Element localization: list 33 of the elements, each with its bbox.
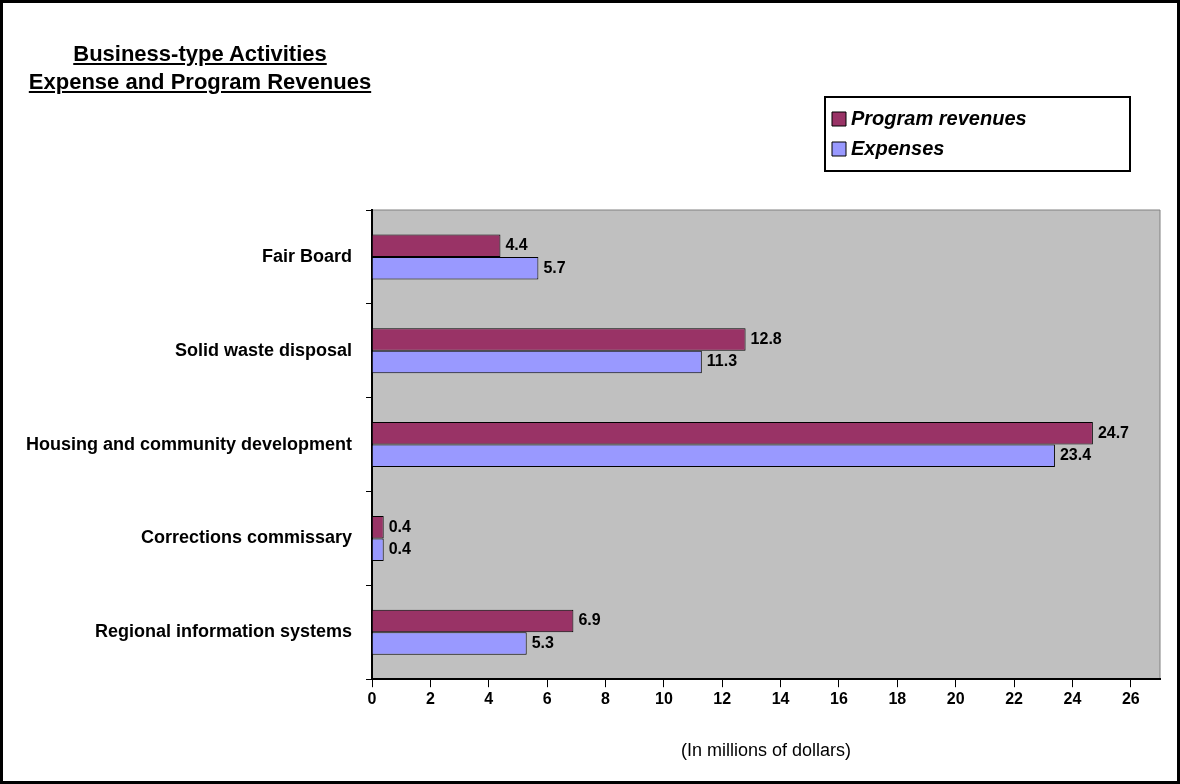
- y-tick-label: Regional information systems: [94, 621, 353, 642]
- data-label: 12.8: [750, 329, 782, 347]
- x-tick-label: 14: [771, 690, 790, 708]
- x-tick-label: 0: [367, 690, 377, 708]
- data-label: 24.7: [1097, 423, 1130, 441]
- x-tick-label: 6: [542, 690, 552, 708]
- y-tick-label: Housing and community development: [26, 433, 353, 454]
- data-label: 5.7: [543, 258, 566, 276]
- x-tick-label: 10: [654, 690, 673, 708]
- data-label: 23.4: [1059, 446, 1092, 464]
- data-label: 0.4: [388, 540, 412, 558]
- x-tick-label: 20: [946, 690, 965, 708]
- legend-label: Program revenues: [851, 106, 1027, 129]
- x-tick-label: 2: [425, 690, 435, 708]
- x-tick-label: 22: [1005, 690, 1024, 708]
- x-tick-label: 18: [888, 690, 907, 708]
- x-tick-label: 24: [1063, 690, 1082, 708]
- data-label: 6.9: [578, 611, 601, 629]
- x-tick-label: 4: [484, 690, 494, 708]
- data-label: 4.4: [505, 236, 528, 254]
- x-tick-label: 26: [1121, 690, 1140, 708]
- legend-label: Expenses: [851, 136, 945, 159]
- x-tick-label: 8: [601, 690, 611, 708]
- data-label: 0.4: [388, 517, 412, 535]
- y-tick-label: Fair Board: [262, 245, 353, 266]
- x-tick-label: 16: [830, 690, 848, 708]
- y-tick-label: Corrections commissary: [140, 527, 353, 548]
- data-label: 11.3: [706, 352, 738, 370]
- x-axis-title: (In millions of dollars): [680, 740, 852, 761]
- x-tick-label: 12: [713, 690, 732, 708]
- y-tick-label: Solid waste disposal: [174, 339, 353, 360]
- data-label: 5.3: [531, 633, 555, 651]
- chart-title: Business-type Activities Expense and Program Revenues: [27, 40, 373, 96]
